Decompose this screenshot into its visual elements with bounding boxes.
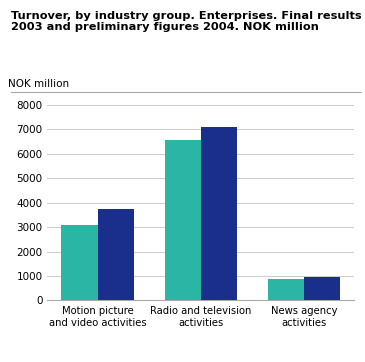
Bar [201,127,237,300]
Text: Turnover, by industry group. Enterprises. Final results
2003 and preliminary fig: Turnover, by industry group. Enterprises… [11,11,362,33]
Bar [61,225,97,300]
Bar [97,209,134,300]
Text: NOK million: NOK million [8,79,69,89]
Bar [165,140,201,300]
Bar [304,277,340,300]
Bar [268,279,304,300]
